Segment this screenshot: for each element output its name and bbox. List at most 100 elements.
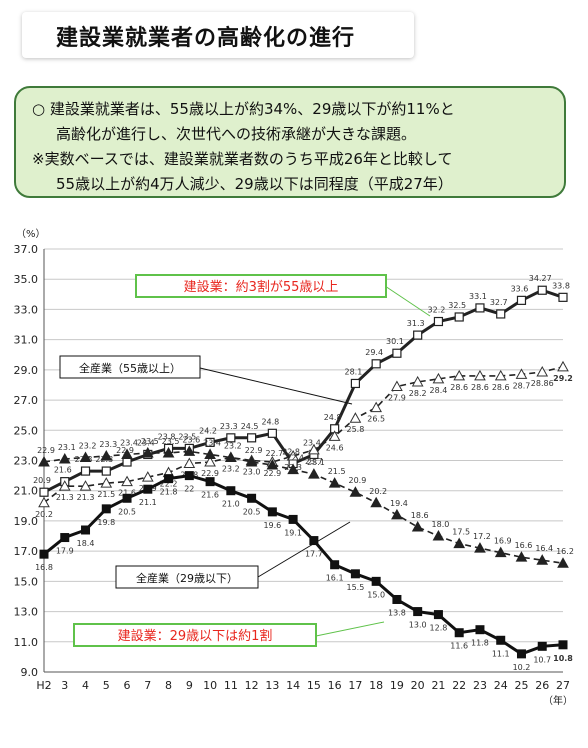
data-point xyxy=(38,455,50,467)
data-label: 20.5 xyxy=(118,507,136,516)
callout-box xyxy=(135,274,387,298)
y-tick-label: 35.0 xyxy=(14,273,39,286)
data-point xyxy=(39,549,49,559)
data-point xyxy=(349,412,362,423)
data-point xyxy=(516,295,527,305)
data-point xyxy=(184,471,194,481)
data-label: 21.8 xyxy=(160,488,178,497)
data-point xyxy=(247,493,257,503)
data-label: 21.3 xyxy=(77,493,95,502)
data-point xyxy=(141,446,154,458)
y-tick-label: 19.0 xyxy=(14,515,39,528)
data-label: 13.0 xyxy=(409,621,427,630)
data-label: 23.6 xyxy=(182,435,200,444)
data-point xyxy=(391,508,403,520)
data-point xyxy=(38,496,50,508)
data-point xyxy=(122,493,132,503)
callout-all-55plus: 全産業（55歳以上） xyxy=(79,361,181,375)
data-label: 20.2 xyxy=(369,487,387,496)
data-label: 15.5 xyxy=(346,583,364,592)
data-point xyxy=(164,474,174,484)
data-label: 16.4 xyxy=(535,544,553,553)
data-point xyxy=(81,525,91,535)
data-point xyxy=(330,560,340,570)
data-label: 23.5 xyxy=(141,437,159,446)
data-label: 32.5 xyxy=(448,301,466,310)
data-label: 19.8 xyxy=(97,518,115,527)
data-point xyxy=(288,514,298,524)
summary-line-3: ※実数ベースでは、建設業就業者数のうち平成26年と比較して xyxy=(32,150,453,168)
data-label: 20.5 xyxy=(243,507,261,516)
data-label: 17.9 xyxy=(56,547,74,556)
x-tick-label: 16 xyxy=(328,679,342,692)
data-label: 23.2 xyxy=(224,441,242,450)
data-label: 24.6 xyxy=(326,443,344,452)
y-tick-label: 21.0 xyxy=(14,485,39,498)
title-bar: 建設業就業者の高齢化の進行 xyxy=(22,12,414,58)
data-label: 15.0 xyxy=(367,590,385,599)
data-label: 33.6 xyxy=(511,284,529,293)
data-label: 28.7 xyxy=(513,381,531,390)
data-label: 11.8 xyxy=(471,639,489,648)
data-label: 20.9 xyxy=(33,476,51,485)
data-point xyxy=(370,401,383,413)
data-point xyxy=(411,520,424,532)
data-point xyxy=(58,452,71,464)
data-label: 21.5 xyxy=(328,467,346,476)
data-label: 11.1 xyxy=(492,649,510,658)
data-point xyxy=(328,477,341,488)
data-label: 22.9 xyxy=(37,446,55,455)
x-tick-label: 5 xyxy=(103,679,110,692)
data-label: 18.6 xyxy=(411,511,429,520)
data-point xyxy=(183,457,196,469)
data-label: 33.1 xyxy=(469,292,487,301)
data-label: 22.9 xyxy=(263,469,281,478)
y-tick-label: 23.0 xyxy=(14,455,39,468)
data-label: 22 xyxy=(184,485,194,494)
x-tick-label: 6 xyxy=(124,679,131,692)
y-tick-label: 33.0 xyxy=(14,303,39,316)
data-point xyxy=(536,554,549,565)
callout-pointer xyxy=(257,521,351,578)
data-point xyxy=(224,451,237,462)
data-label: 22.9 xyxy=(245,446,263,455)
callout-construction-29under: 建設業：29歳以下は約1割 xyxy=(118,628,273,644)
data-label: 29.4 xyxy=(365,348,383,357)
callout-all-29under: 全産業（29歳以下） xyxy=(136,571,238,585)
data-label: 21.0 xyxy=(222,500,240,509)
data-point xyxy=(162,446,175,458)
y-tick-label: 11.0 xyxy=(14,636,39,649)
x-tick-label: 18 xyxy=(369,679,383,692)
data-point xyxy=(350,378,360,389)
data-label: 21.6 xyxy=(54,466,72,475)
data-point xyxy=(454,628,464,638)
data-point xyxy=(100,477,113,488)
data-point xyxy=(204,448,216,459)
data-point xyxy=(328,430,341,441)
data-label: 23.1 xyxy=(58,443,76,452)
data-label: 23.4 xyxy=(303,438,321,447)
y-tick-label: 13.0 xyxy=(14,606,39,619)
data-point xyxy=(349,486,362,497)
data-label: 28.6 xyxy=(471,383,489,392)
callout-pointer xyxy=(315,621,385,637)
data-point xyxy=(121,475,133,487)
y-tick-label: 25.0 xyxy=(14,424,39,437)
data-point xyxy=(558,292,568,302)
data-label: 33.8 xyxy=(552,281,570,290)
data-point xyxy=(474,542,486,553)
data-point xyxy=(79,451,92,462)
data-label: 16.9 xyxy=(494,537,512,546)
x-tick-label: 11 xyxy=(224,679,238,692)
data-point xyxy=(308,468,320,479)
data-point xyxy=(287,463,299,475)
data-label: 18.4 xyxy=(77,539,95,548)
y-tick-label: 29.0 xyxy=(14,364,39,377)
x-tick-label: 19 xyxy=(390,679,404,692)
data-label: 16.6 xyxy=(515,541,533,550)
data-label: 19.1 xyxy=(284,528,302,537)
data-point xyxy=(537,285,547,295)
data-point xyxy=(247,433,257,443)
x-tick-label: 22 xyxy=(452,679,466,692)
y-tick-label: 37.0 xyxy=(14,243,39,256)
